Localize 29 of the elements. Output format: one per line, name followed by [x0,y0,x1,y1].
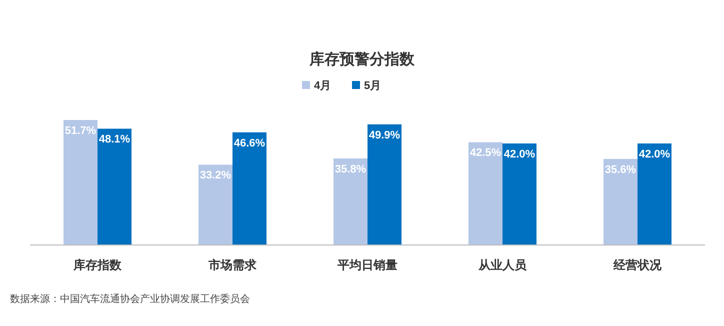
x-tick-label: 库存指数 [72,258,122,272]
bar [198,164,232,245]
data-label: 46.6% [234,137,266,150]
bar [232,132,266,245]
data-label: 35.6% [604,164,636,176]
bar [502,143,536,245]
data-label: 49.9% [368,129,400,142]
bar [604,158,638,245]
data-label: 33.2% [200,170,232,182]
legend-label: 4月 [314,80,332,92]
bar [638,143,672,245]
bar [334,158,368,245]
bar [468,142,502,245]
chart-title: 库存预警分指数 [308,50,416,68]
data-label: 42.0% [504,148,536,160]
data-label: 42.5% [470,147,502,160]
bar [368,124,402,245]
x-tick-label: 经营状况 [612,258,662,272]
bar [64,120,98,245]
data-label: 42.0% [638,148,670,160]
source-note: 数据来源：中国汽车流通协会产业协调发展工作委员会 [10,293,250,305]
data-label: 51.7% [64,125,96,137]
x-tick-label: 市场需求 [208,258,258,272]
x-tick-label: 平均日销量 [336,258,398,272]
x-tick-label: 从业人员 [478,258,528,272]
data-label: 35.8% [334,163,366,176]
legend-label: 5月 [364,80,382,92]
data-label: 48.1% [98,134,130,146]
bar [98,128,132,245]
